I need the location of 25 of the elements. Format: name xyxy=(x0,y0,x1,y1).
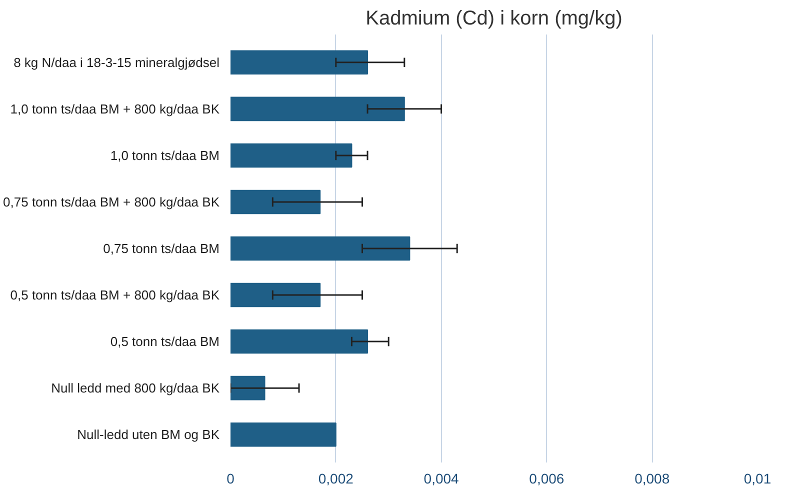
y-tick-label: 0,75 tonn ts/daa BM xyxy=(103,241,220,256)
bar xyxy=(230,376,266,400)
x-tick-label: 0,008 xyxy=(634,470,670,486)
bar xyxy=(230,96,405,122)
bar xyxy=(230,143,352,168)
bar xyxy=(230,190,321,214)
y-tick-label: 0,75 tonn ts/daa BM + 800 kg/daa BK xyxy=(3,194,220,210)
x-tick-label: 0,004 xyxy=(424,470,460,486)
x-tick-label: 0,006 xyxy=(529,470,564,486)
y-tick-label: Null-ledd uten BM og BK xyxy=(77,427,220,442)
bar xyxy=(230,50,368,75)
x-tick-label: 0,01 xyxy=(744,470,772,486)
y-tick-label: 1,0 tonn ts/daa BM + 800 kg/daa BK xyxy=(10,101,220,116)
chart-title: Kadmium (Cd) i korn (mg/kg) xyxy=(366,8,622,30)
bar xyxy=(230,236,410,261)
x-tick-label: 0,002 xyxy=(318,470,354,486)
bar xyxy=(230,282,321,308)
y-tick-label: 0,5 tonn ts/daa BM xyxy=(110,334,220,350)
bar xyxy=(230,422,336,447)
y-tick-label: 8 kg N/daa i 18-3-15 mineralgjødsel xyxy=(14,54,220,70)
y-tick-label: 0,5 tonn ts/daa BM + 800 kg/daa BK xyxy=(10,288,220,303)
x-tick-label: 0 xyxy=(226,470,235,486)
y-tick-label: 1,0 tonn ts/daa BM xyxy=(110,148,220,163)
bar xyxy=(230,329,368,354)
y-tick-label: Null ledd med 800 kg/daa BK xyxy=(51,380,220,396)
